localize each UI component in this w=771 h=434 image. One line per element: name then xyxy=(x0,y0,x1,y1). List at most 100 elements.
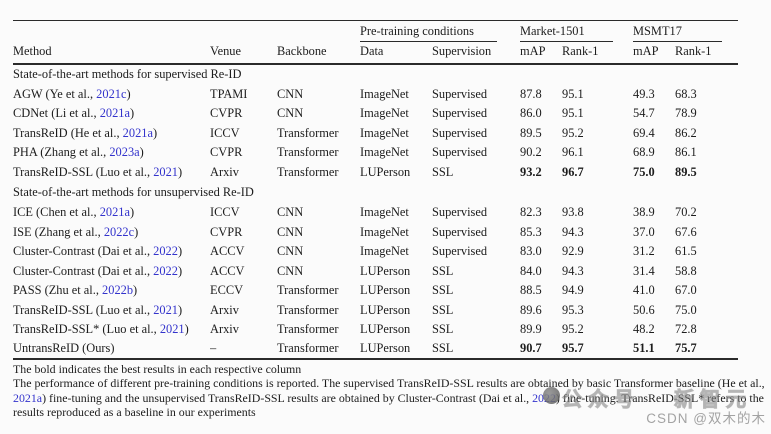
table-row: TransReID (He et al., 2021a) ICCV Transfor… xyxy=(13,124,738,144)
citation-link[interactable]: 2022 xyxy=(153,263,178,278)
supervision-cell: Supervised xyxy=(432,125,488,140)
market-rank1-cell: 92.9 xyxy=(562,244,584,259)
msmt-rank1-cell: 75.7 xyxy=(675,339,739,360)
market-map-cell: 89.5 xyxy=(520,125,542,140)
method-name-suffix: ) xyxy=(177,164,183,179)
market-map-cell: 86.0 xyxy=(520,106,542,121)
pretrain-data-cell: ImageNet xyxy=(360,86,409,101)
msmt-rank1-cell: 86.2 xyxy=(675,125,697,140)
msmt-map-cell: 31.4 xyxy=(633,263,655,278)
citation-link[interactable]: 2021a xyxy=(99,106,130,121)
method-name-suffix: ) xyxy=(152,125,158,140)
method-name-suffix: ) xyxy=(130,205,135,220)
msmt-rank1-cell: 67.6 xyxy=(675,224,697,239)
citation-link[interactable]: 2022b xyxy=(102,283,134,298)
market-map-cell: 87.8 xyxy=(520,86,542,101)
method-name: TransReID-SSL (Luo et al., xyxy=(13,302,154,317)
supervision-cell: SSL xyxy=(432,164,454,179)
venue-cell: CVPR xyxy=(210,145,243,160)
method-cell: PHA (Zhang et al., 2023a) xyxy=(13,143,210,163)
table-row: TransReID-SSL (Luo et al., 2021) Arxiv Tra… xyxy=(13,301,738,321)
msmt-map-cell: 69.4 xyxy=(633,125,655,140)
venue-cell: ICCV xyxy=(210,125,240,140)
footnote-2: The performance of different pre-trainin… xyxy=(13,376,768,419)
venue-cell: ACCV xyxy=(210,244,245,259)
venue-cell: CVPR xyxy=(210,106,243,121)
backbone-cell: Transformer xyxy=(277,322,339,337)
results-table: Pre-training conditions Market-1501 MSMT… xyxy=(13,20,739,360)
section-header-row: State-of-the-art methods for unsupervise… xyxy=(13,182,738,203)
venue-cell: ACCV xyxy=(210,263,245,278)
citation-link[interactable]: 2021 xyxy=(153,302,178,317)
method-cell: Cluster-Contrast (Dai et al., 2022) xyxy=(13,242,210,262)
supervision-cell: SSL xyxy=(432,302,454,317)
method-name-suffix: ) xyxy=(177,244,183,259)
method-name-suffix: ) xyxy=(177,302,183,317)
pretrain-data-cell: LUPerson xyxy=(360,322,411,337)
pretrain-data-cell: ImageNet xyxy=(360,145,409,160)
msmt-rank1-cell: 86.1 xyxy=(675,145,697,160)
table-row: PHA (Zhang et al., 2023a) CVPR Transformer… xyxy=(13,143,738,163)
method-name-suffix: ) xyxy=(139,145,144,160)
method-name: PHA (Zhang et al., xyxy=(13,145,110,160)
market-map-cell: 85.3 xyxy=(520,224,542,239)
backbone-cell: Transformer xyxy=(277,145,339,160)
citation-link[interactable]: 2021a xyxy=(122,125,153,140)
supervision-cell: Supervised xyxy=(432,86,488,101)
market-rank1-cell: 95.2 xyxy=(562,125,584,140)
table-row: ISE (Zhang et al., 2022c) CVPR CNN ImageNet… xyxy=(13,223,738,243)
citation-link[interactable]: 2022c xyxy=(103,224,135,239)
market-map-cell: 89.9 xyxy=(520,322,542,337)
pretrain-data-cell: ImageNet xyxy=(360,106,409,121)
market-map-cell: 89.6 xyxy=(520,302,542,317)
venue-cell: – xyxy=(210,339,277,360)
market-map-cell: 90.2 xyxy=(520,145,542,160)
msmt-map-cell: 51.1 xyxy=(633,339,676,360)
citation-link[interactable]: 2021 xyxy=(153,164,178,179)
footnote-text: ) fine-tuning and the unsupervised Trans… xyxy=(42,390,533,405)
pretrain-data-cell: ImageNet xyxy=(360,224,409,239)
table-row: TransReID-SSL* (Luo et al., 2021) Arxiv Tr… xyxy=(13,320,738,340)
col-header-msmt-map: mAP xyxy=(633,41,676,65)
market-rank1-cell: 94.3 xyxy=(562,263,584,278)
msmt-rank1-cell: 67.0 xyxy=(675,283,697,298)
market-map-cell: 90.7 xyxy=(520,339,562,360)
group-market-1501: Market-1501 xyxy=(520,21,633,42)
market-map-cell: 82.3 xyxy=(520,205,542,220)
table-row: TransReID-SSL (Luo et al., 2021) Arxiv Tra… xyxy=(13,163,738,183)
footnote-1: The bold indicates the best results in e… xyxy=(13,362,302,376)
backbone-cell: Transformer xyxy=(277,283,339,298)
group-pretraining-label: Pre-training conditions xyxy=(360,24,497,42)
group-msmt17: MSMT17 xyxy=(633,21,738,42)
msmt-rank1-cell: 58.8 xyxy=(675,263,697,278)
citation-link[interactable]: 2022 xyxy=(153,244,178,259)
method-cell: TransReID-SSL* (Luo et al., 2021) xyxy=(13,320,210,340)
pretrain-data-cell: LUPerson xyxy=(360,302,411,317)
col-header-msmt-rank1: Rank-1 xyxy=(675,41,739,65)
citation-link[interactable]: 2021c xyxy=(96,86,127,101)
market-rank1-cell: 93.8 xyxy=(562,205,584,220)
method-cell: ICE (Chen et al., 2021a) xyxy=(13,203,210,223)
venue-cell: ICCV xyxy=(210,205,240,220)
msmt-map-cell: 68.9 xyxy=(633,145,655,160)
citation-link[interactable]: 2021 xyxy=(159,322,185,337)
table-row: Cluster-Contrast (Dai et al., 2022) ACCV C… xyxy=(13,262,738,282)
citation-link[interactable]: 2021a xyxy=(99,205,130,220)
column-header-row: Method Venue Backbone Data Supervision m… xyxy=(13,41,739,65)
msmt-rank1-cell: 70.2 xyxy=(675,205,697,220)
citation-link[interactable]: 2023a xyxy=(109,145,140,160)
venue-cell: CVPR xyxy=(210,224,243,239)
citation-link[interactable]: 2021a xyxy=(13,390,43,405)
msmt-rank1-cell: 78.9 xyxy=(675,106,697,121)
pretrain-data-cell: LUPerson xyxy=(360,339,432,360)
method-cell: TransReID (He et al., 2021a) xyxy=(13,124,210,144)
method-cell: CDNet (Li et al., 2021a) xyxy=(13,104,210,124)
section-label: State-of-the-art methods for unsupervise… xyxy=(13,185,254,199)
msmt-rank1-cell: 75.0 xyxy=(675,302,697,317)
backbone-cell: Transformer xyxy=(277,302,339,317)
msmt-map-cell: 48.2 xyxy=(633,322,655,337)
group-pretraining-conditions: Pre-training conditions xyxy=(360,21,520,42)
supervision-cell: Supervised xyxy=(432,224,488,239)
method-name-suffix: ) xyxy=(133,283,138,298)
